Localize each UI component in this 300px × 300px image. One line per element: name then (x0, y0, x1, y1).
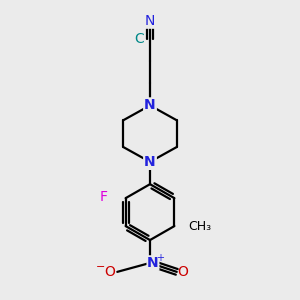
Text: +: + (156, 253, 164, 262)
Text: N: N (145, 14, 155, 28)
Text: CH₃: CH₃ (188, 220, 211, 232)
Text: O: O (104, 265, 115, 279)
Text: C: C (134, 32, 144, 46)
Text: O: O (177, 265, 188, 279)
Text: N: N (147, 256, 159, 270)
Text: −: − (96, 262, 106, 272)
Text: N: N (144, 155, 156, 169)
Text: F: F (99, 190, 107, 204)
Text: N: N (144, 98, 156, 112)
